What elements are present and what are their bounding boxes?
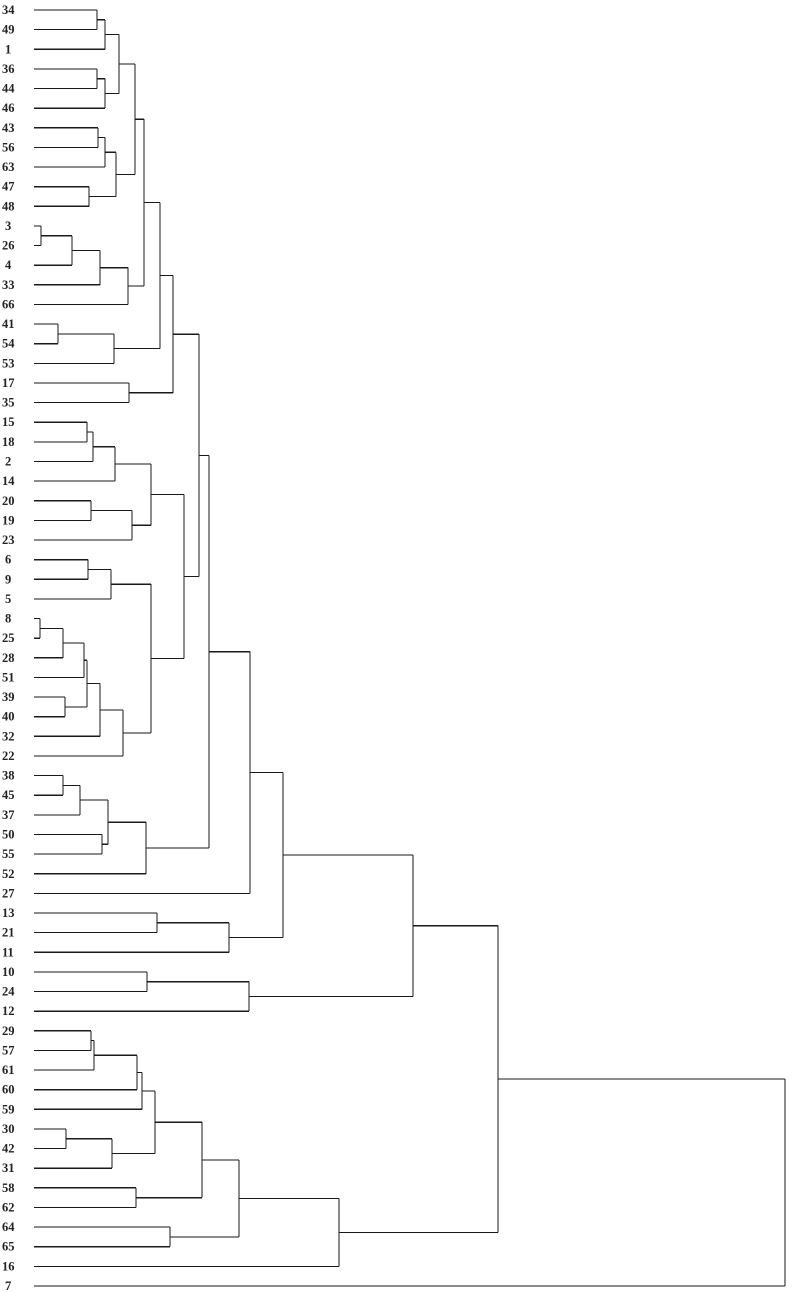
leaf-label: 2 xyxy=(5,455,11,469)
leaf-label: 12 xyxy=(2,1004,15,1018)
leaf-label: 56 xyxy=(2,140,15,154)
leaf-label: 60 xyxy=(2,1083,15,1097)
leaf-label: 19 xyxy=(2,513,15,527)
leaf-label: 7 xyxy=(5,1279,11,1292)
leaf-label: 22 xyxy=(2,749,15,763)
leaf-label: 61 xyxy=(2,1063,15,1077)
leaf-label: 16 xyxy=(2,1259,15,1273)
leaf-label: 42 xyxy=(2,1142,15,1156)
leaf-label: 64 xyxy=(2,1220,15,1234)
leaf-label: 30 xyxy=(2,1122,15,1136)
leaf-label: 1 xyxy=(5,42,11,56)
leaf-label: 51 xyxy=(2,670,15,684)
leaf-label: 53 xyxy=(2,356,15,370)
leaf-label: 8 xyxy=(5,612,11,626)
leaf-label: 63 xyxy=(2,160,15,174)
leaf-label: 54 xyxy=(2,337,15,351)
leaf-label: 48 xyxy=(2,199,15,213)
leaf-label: 32 xyxy=(2,729,15,743)
leaf-label: 36 xyxy=(2,62,15,76)
leaf-label: 11 xyxy=(2,945,14,959)
leaf-label: 29 xyxy=(2,1024,15,1038)
leaf-label: 25 xyxy=(2,631,15,645)
leaf-label: 66 xyxy=(2,297,15,311)
leaf-label: 45 xyxy=(2,788,15,802)
dendrogram-links xyxy=(34,9,786,1287)
leaf-label: 26 xyxy=(2,239,15,253)
leaf-label: 40 xyxy=(2,710,15,724)
leaf-label: 59 xyxy=(2,1102,15,1116)
leaf-label: 49 xyxy=(2,23,15,37)
leaf-label: 6 xyxy=(5,553,11,567)
leaf-label: 58 xyxy=(2,1181,15,1195)
leaf-label: 47 xyxy=(2,180,15,194)
leaf-label: 37 xyxy=(2,808,15,822)
leaf-label: 3 xyxy=(5,219,11,233)
leaf-label: 35 xyxy=(2,396,15,410)
leaf-label: 18 xyxy=(2,435,15,449)
leaf-label: 33 xyxy=(2,278,15,292)
leaf-label: 50 xyxy=(2,827,15,841)
leaf-label: 14 xyxy=(2,474,15,488)
leaf-label: 44 xyxy=(2,82,15,96)
leaf-label: 39 xyxy=(2,690,15,704)
leaf-label: 31 xyxy=(2,1161,15,1175)
leaf-label: 52 xyxy=(2,867,15,881)
leaf-label: 5 xyxy=(5,592,11,606)
leaf-label: 13 xyxy=(2,906,15,920)
leaf-label: 55 xyxy=(2,847,15,861)
leaf-label: 15 xyxy=(2,415,15,429)
leaf-label: 34 xyxy=(2,3,15,17)
leaf-label: 4 xyxy=(5,258,12,272)
leaf-label: 62 xyxy=(2,1200,15,1214)
leaf-label: 57 xyxy=(2,1043,15,1057)
leaf-label: 10 xyxy=(2,965,15,979)
leaf-label: 38 xyxy=(2,769,15,783)
leaf-label: 65 xyxy=(2,1240,15,1254)
leaf-label: 23 xyxy=(2,533,15,547)
leaf-labels: 3449136444643566347483264336641545317351… xyxy=(2,3,15,1292)
leaf-label: 9 xyxy=(5,572,11,586)
leaf-label: 28 xyxy=(2,651,15,665)
leaf-label: 43 xyxy=(2,121,15,135)
leaf-label: 17 xyxy=(2,376,15,390)
leaf-label: 27 xyxy=(2,886,15,900)
leaf-label: 46 xyxy=(2,101,15,115)
leaf-label: 20 xyxy=(2,494,15,508)
leaf-label: 41 xyxy=(2,317,15,331)
leaf-label: 24 xyxy=(2,985,15,999)
leaf-label: 21 xyxy=(2,926,15,940)
